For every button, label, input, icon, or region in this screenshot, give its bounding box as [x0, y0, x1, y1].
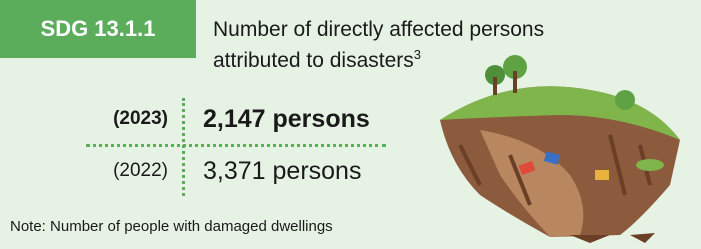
title-line: Number of directly affected persons — [213, 18, 544, 42]
value: 2,147 persons — [203, 105, 370, 134]
note: Note: Number of people with damaged dwel… — [10, 218, 333, 235]
badge: SDG 13.1.1 — [0, 0, 196, 58]
year: (2023) — [78, 108, 168, 130]
title-text: attributed to disasters — [213, 49, 414, 72]
title-line: attributed to disasters3 — [213, 47, 421, 73]
year: (2022) — [78, 160, 168, 182]
landslide-illustration — [420, 45, 695, 245]
divider — [182, 98, 185, 196]
value: 3,371 persons — [203, 157, 361, 186]
card: SDG 13.1.1 Number of directly affected p… — [0, 0, 701, 249]
divider — [86, 144, 386, 147]
